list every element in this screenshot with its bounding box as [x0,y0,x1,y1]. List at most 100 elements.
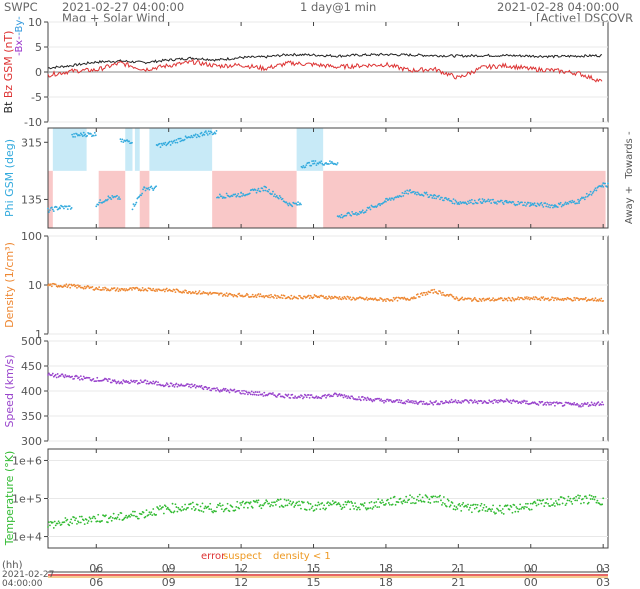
phi-point [259,190,262,193]
phi-point [268,188,271,191]
temperature-point [297,504,299,507]
speed-point [587,405,590,408]
temperature-point [565,502,568,505]
phi-point [329,160,331,163]
density-point [353,297,355,300]
phi-point [516,203,519,206]
speed-point [439,403,441,405]
density-point [119,289,122,292]
phi-point [62,205,64,208]
temperature-point [501,508,504,510]
temperature-point [492,504,495,507]
temperature-point [82,519,85,522]
phi-point [355,211,357,214]
speed-point [406,400,409,403]
speed-point [413,400,415,403]
density-point [196,292,199,295]
density-point [149,287,152,290]
temperature-point [331,500,334,502]
speed-point [245,391,248,394]
density-point [602,300,605,302]
density-point [518,298,521,301]
temperature-point [308,508,311,511]
density-point [511,296,514,299]
speed-point [601,401,604,404]
speed-point [349,397,352,400]
density-point [259,293,262,296]
phi-point [405,192,408,195]
density-point [526,297,529,300]
density-point [348,297,351,300]
density-point [552,296,554,299]
temperature-point [550,498,552,500]
temperature-point [468,508,470,511]
speed-point [525,400,528,403]
speed-point [379,399,382,402]
phi-point [120,140,123,143]
phi-point [488,200,491,203]
phi-point [518,203,521,205]
phi-point [80,133,83,136]
temperature-point [63,521,66,524]
temperature-point [418,493,421,496]
density-point [405,298,408,301]
temperature-point [553,505,556,507]
phi-point [364,211,367,213]
temperature-point [201,502,204,505]
phi-point [354,213,356,215]
temperature-point [58,522,61,524]
speed-point [378,397,381,400]
temperature-point [194,508,197,510]
temperature-point [78,515,81,518]
speed-point [224,387,227,390]
density-point [163,290,166,293]
temperature-point [295,502,298,505]
speed-point [315,395,318,398]
temperature-point [377,498,380,501]
density-point [561,297,564,300]
speed-point [335,393,338,396]
phi-point [300,203,302,206]
phi-point [201,134,204,137]
phi-point [356,214,358,216]
density-point [257,293,260,295]
density-point [82,287,85,290]
density-point [177,289,180,292]
xtick-label-bottom: 09 [162,576,176,589]
speed-point [325,396,327,399]
density-point [349,296,352,299]
temperature-ylabel: Temperature (°K) [3,451,16,546]
density-point [378,299,381,301]
speed-point [254,391,257,393]
temperature-point [469,506,471,509]
temperature-point [339,505,342,508]
phi-point [171,142,174,144]
temperature-point [552,504,554,506]
temperature-point [375,501,378,503]
density-point [238,292,241,295]
phi-point [73,132,75,135]
density-point [329,296,331,299]
speed-point [447,402,450,404]
temperature-point [577,494,579,497]
temperature-point [518,508,521,511]
phi-point [212,132,215,135]
speed-point [157,381,159,384]
density-point [198,290,201,292]
phi-point [527,201,530,204]
temperature-point [564,504,567,507]
speed-point [422,400,425,403]
phi-point [580,197,582,200]
temperature-point [405,495,408,498]
temperature-point [515,506,518,508]
temperature-point [459,505,462,507]
mag-ytick-label: -10 [24,116,42,129]
phi-point [564,201,567,204]
phi-point [239,195,242,198]
density-point [253,295,256,298]
speed-point [429,400,432,403]
density-ytick-label: 1 [35,328,42,341]
temperature-point [296,501,299,504]
temperature-point [342,503,345,506]
density-point [456,297,459,300]
